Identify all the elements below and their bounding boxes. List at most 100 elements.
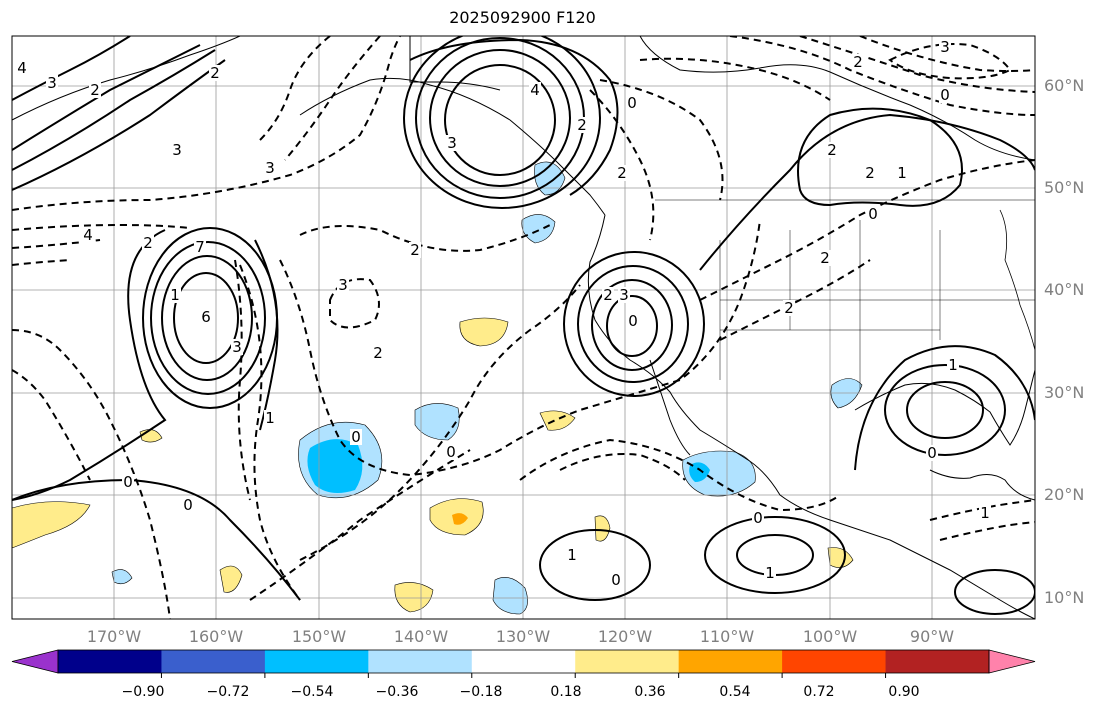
contour-label: 2 xyxy=(820,249,830,267)
colorbar-segment xyxy=(678,650,783,673)
shade-yellow-mid1 xyxy=(459,317,509,347)
contour-low-ring2 xyxy=(161,255,253,381)
contour-lines-dashed xyxy=(12,36,1035,619)
colorbar-segment xyxy=(575,650,680,673)
contour-label: 3 xyxy=(940,38,950,56)
contour-label-bg xyxy=(566,547,578,563)
contour-label: 2 xyxy=(865,164,875,182)
shade-blue-hawaii-core xyxy=(307,439,363,494)
contour-label-bg xyxy=(350,429,362,445)
colorbar xyxy=(11,649,1036,678)
contour-south-loop2 xyxy=(704,516,846,594)
contour-lines xyxy=(12,36,1035,615)
contour-label-bg xyxy=(616,165,628,181)
shade-blue-south xyxy=(492,577,528,615)
contour-label-bg xyxy=(947,357,959,373)
contour-label: 0 xyxy=(351,428,361,446)
contour-label: 4 xyxy=(530,81,540,99)
lon-label-150w: 150°W xyxy=(291,627,347,646)
colorbar-segment xyxy=(782,650,887,673)
map-background xyxy=(12,36,1035,619)
contour-label-bg xyxy=(209,65,221,81)
contour-label-bg xyxy=(171,142,183,158)
contour-label-bg xyxy=(182,497,194,513)
contour-gulf-ring2 xyxy=(884,364,1006,456)
contour-label: 0 xyxy=(927,444,937,462)
contour-label: 0 xyxy=(868,205,878,223)
contour-label: 2 xyxy=(143,234,153,252)
contour-label-bg xyxy=(142,235,154,251)
shade-orange-mid2 xyxy=(452,513,468,525)
contour-label: 0 xyxy=(628,312,638,330)
contour-label-bg xyxy=(939,39,951,55)
contour-label-bg xyxy=(819,250,831,266)
contour-label: 3 xyxy=(619,286,629,304)
contour-ak-outer xyxy=(409,38,619,196)
lat-label-50n: 50°N xyxy=(1044,178,1085,197)
contour-label-bg xyxy=(200,309,212,325)
shade-yellow-small2 xyxy=(594,515,611,542)
lon-label-110w: 110°W xyxy=(699,627,755,646)
contour-label-bg xyxy=(529,82,541,98)
contour-label-bg xyxy=(82,227,94,243)
lon-label-170w: 170°W xyxy=(86,627,142,646)
colorbar-tick-label: −0.36 xyxy=(375,684,419,700)
lon-label-120w: 120°W xyxy=(597,627,653,646)
contour-label-bg xyxy=(194,239,206,255)
shade-blue-mexico xyxy=(682,450,756,497)
contour-label: 2 xyxy=(853,53,863,71)
contour-label: 3 xyxy=(232,338,242,356)
contour-low-ring3 xyxy=(150,241,266,395)
contour-south-loop3 xyxy=(954,569,1035,615)
lon-label-130w: 130°W xyxy=(495,627,551,646)
colorbar-tick-label: 0.54 xyxy=(719,684,751,700)
contour-label-bg xyxy=(979,505,991,521)
colorbar-extend-min xyxy=(11,649,59,674)
shade-yellow-small5 xyxy=(827,547,854,568)
contour-label: 2 xyxy=(827,141,837,159)
contour-label-bg xyxy=(89,82,101,98)
contour-cal-ring3 xyxy=(577,265,689,383)
colorbar-segment xyxy=(58,650,162,673)
lon-label-100w: 100°W xyxy=(802,627,858,646)
lon-label-90w: 90°W xyxy=(909,627,955,646)
contour-label: 3 xyxy=(265,159,275,177)
lat-label-30n: 30°N xyxy=(1044,383,1085,402)
colorbar-tick-label: −0.72 xyxy=(206,684,250,700)
contour-label: 2 xyxy=(410,241,420,259)
contour-label-bg xyxy=(627,313,639,329)
contour-label: 2 xyxy=(617,164,627,182)
lon-label-160w: 160°W xyxy=(188,627,244,646)
shade-yellow-small3 xyxy=(219,565,243,593)
contour-label: 6 xyxy=(201,308,211,326)
colorbar-extend-max xyxy=(988,649,1036,674)
contour-gulf-ring1 xyxy=(906,381,984,439)
contour-ak-ring2 xyxy=(429,49,571,187)
contour-label-bg xyxy=(337,277,349,293)
colorbar-tick-label: 0.18 xyxy=(550,684,582,700)
shade-blue-alaska2 xyxy=(521,214,556,244)
contour-label: 1 xyxy=(170,286,180,304)
colorbar-segment xyxy=(161,650,266,673)
contour-label: 1 xyxy=(980,504,990,522)
contour-label-bg xyxy=(764,565,776,581)
contour-label: 7 xyxy=(195,238,205,256)
map-title: 2025092900 F120 xyxy=(449,8,596,27)
contour-label-bg xyxy=(926,445,938,461)
coastlines xyxy=(12,36,1035,619)
shade-blue-mexico-core xyxy=(689,462,710,482)
contour-label: 0 xyxy=(611,571,621,589)
shade-yellow-small1 xyxy=(539,410,576,431)
contour-label: 0 xyxy=(123,473,133,491)
contour-label-bg xyxy=(231,339,243,355)
contour-label: 1 xyxy=(897,164,907,182)
contour-low-outer2 xyxy=(254,239,279,431)
lon-label-140w: 140°W xyxy=(393,627,449,646)
contour-label-bg xyxy=(169,287,181,303)
contour-label-bg xyxy=(610,572,622,588)
contour-label: 2 xyxy=(784,299,794,317)
gridlines xyxy=(12,36,1035,619)
contour-label: 3 xyxy=(172,141,182,159)
contour-label-bg xyxy=(264,160,276,176)
contour-label-bg xyxy=(852,54,864,70)
